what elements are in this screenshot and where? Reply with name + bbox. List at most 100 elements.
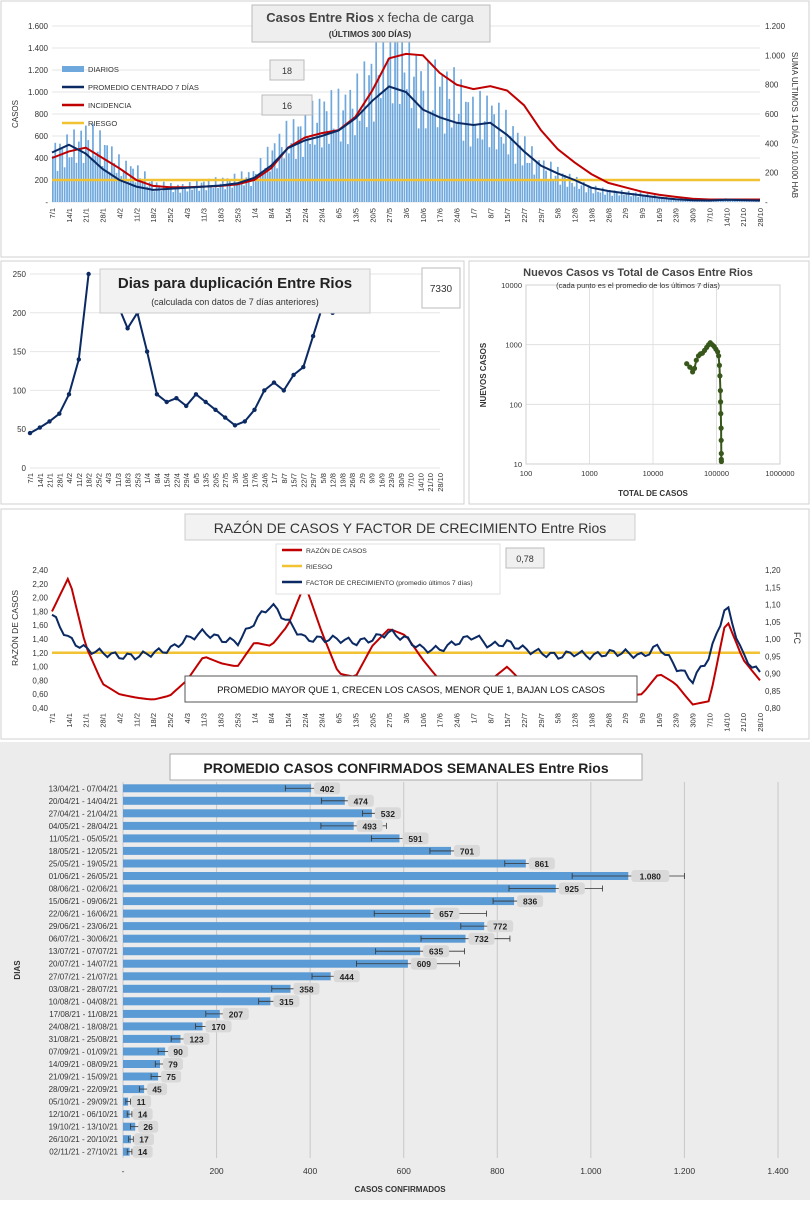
daily-bar [450,127,453,202]
legend-label: DIARIOS [88,65,119,74]
x-tick-label: 3/6 [231,473,240,483]
x-tick-label: 30/9 [689,208,698,223]
daily-bar [59,143,61,202]
category-label: 04/05/21 - 28/04/21 [49,822,119,831]
daily-bar [87,140,90,202]
daily-bar [339,141,342,202]
category-label: 05/10/21 - 29/09/21 [49,1098,119,1107]
x-tick-label: 30/9 [397,473,406,488]
daily-bar [519,145,521,202]
x-tick-label: 24/6 [453,713,462,728]
category-label: 13/04/21 - 07/04/21 [49,784,119,793]
x-tick-label: 25/2 [166,713,175,728]
daily-bar [250,186,252,202]
x-tick-label: 23/9 [672,713,681,728]
value-label: 358 [299,984,313,994]
x-tick-label: 2/9 [358,473,367,483]
daily-bar [656,198,658,202]
daily-bar [311,100,314,202]
x-tick-label: 29/4 [318,208,327,223]
y-tick-label: 1.400 [28,44,49,53]
daily-bar [221,177,224,202]
daily-bar [670,199,672,202]
y2-tick-label: 1.200 [765,22,786,31]
daily-bar [524,136,526,202]
chart-subtitle: (calculada con datos de 7 días anteriore… [151,297,319,307]
fc-line [51,602,761,686]
daily-bar [205,190,208,202]
y-tick-label: - [45,198,48,207]
category-label: 03/08/21 - 28/07/21 [49,985,119,994]
y2-axis-label: FC [792,632,802,644]
daily-bar [306,136,309,202]
daily-bar [349,89,352,202]
x-tick-label: 7/10 [705,713,714,728]
category-label: 13/07/21 - 07/07/21 [49,947,119,956]
y-tick-label: 1,40 [32,635,48,644]
daily-bar [387,58,389,202]
daily-bar [96,151,99,202]
daily-bar [354,135,356,202]
doubling-point [76,357,82,362]
y-tick-label: 0,40 [32,704,48,713]
daily-bar [377,75,380,202]
daily-bar [545,170,547,202]
x-tick-label: 14/10 [416,473,425,492]
daily-bar [679,199,682,202]
value-label: 75 [166,1072,176,1082]
x-tick-label: 18/3 [124,473,133,488]
daily-bar [276,168,278,202]
weekly-bar [123,1022,203,1031]
y-tick-label: 1.200 [28,66,49,75]
daily-bar [365,127,368,202]
daily-bar [120,176,123,202]
annotation-box [269,59,305,81]
daily-bar [568,173,571,202]
doubling-point [281,388,286,393]
daily-bar [509,136,512,202]
daily-bar [557,166,559,202]
chart-subtitle: (ÚLTIMOS 300 DÍAS) [329,28,412,39]
daily-bar [498,102,500,202]
x-tick-label: 19/8 [587,208,596,223]
daily-bar [604,194,606,202]
daily-bar [686,200,689,202]
daily-bar [269,171,271,202]
value-label-box [168,1045,189,1058]
daily-bar [82,163,85,202]
daily-bar [309,144,311,202]
daily-bar [460,79,462,202]
category-label: 29/06/21 - 23/06/21 [49,922,119,931]
scatter-point [718,450,724,457]
daily-bar [368,75,370,202]
weekly-bar [123,1047,166,1056]
daily-bar [285,120,288,202]
value-label: 444 [340,972,354,982]
daily-bar [561,173,564,202]
weekly-bar [123,1122,136,1131]
chart-background [0,742,810,1200]
x-tick-label: 8/7 [486,713,495,723]
x-tick-label: 1/7 [469,713,478,723]
weekly-bar [123,1009,220,1018]
chart-title: RAZÓN DE CASOS Y FACTOR DE CRECIMIENTO E… [214,520,607,536]
x-tick-label: 28/10 [436,473,445,492]
x-tick-label: 10/6 [419,208,428,223]
value-label-box [333,970,360,983]
daily-bar [247,172,250,202]
annotation-value: 18 [282,66,292,76]
daily-bar [616,192,618,202]
daily-bar [422,90,425,202]
x-tick-label: 3/6 [402,713,411,723]
daily-bar [413,76,415,202]
doubling-point [86,271,91,277]
x-tick-label: 1.400 [767,1166,789,1176]
daily-bar [587,185,590,202]
x-tick-label: 22/4 [301,713,310,728]
y2-tick-label: 1,05 [765,618,781,627]
daily-bar [271,150,274,202]
x-tick-label: 4/2 [65,473,74,483]
x-tick-label: 6/5 [335,208,344,218]
x-tick-label: 22/7 [520,713,529,728]
daily-bar [160,191,163,202]
